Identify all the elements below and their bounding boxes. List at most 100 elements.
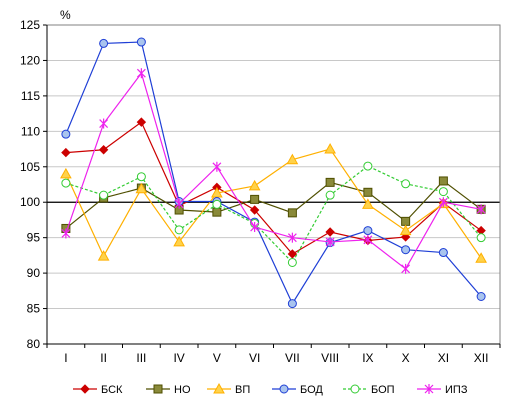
data-point [173, 235, 185, 247]
data-point [475, 252, 487, 263]
data-point [363, 187, 373, 197]
data-point [476, 233, 486, 243]
data-point [287, 208, 297, 218]
data-point [61, 228, 71, 239]
legend-label: ИПЗ [445, 384, 468, 396]
data-point [401, 245, 411, 255]
data-point [98, 145, 109, 155]
data-point [324, 143, 336, 154]
data-point [213, 382, 225, 394]
data-point [438, 187, 448, 197]
data-point [212, 199, 222, 209]
data-point [61, 129, 71, 139]
legend-item: ВП [207, 382, 250, 396]
x-tick-label: IV [173, 351, 184, 365]
y-tick-label: 95 [27, 231, 41, 245]
data-point [325, 190, 335, 200]
data-point [136, 68, 146, 79]
legend-item: НО [146, 384, 191, 396]
y-tick-label: 90 [27, 266, 41, 280]
data-point [350, 384, 360, 394]
series-5 [61, 161, 486, 267]
data-point [60, 167, 72, 179]
data-point [476, 204, 486, 215]
data-point [287, 249, 298, 259]
y-tick-label: 85 [27, 302, 41, 316]
data-point [287, 299, 297, 309]
data-point [363, 226, 373, 236]
data-point [153, 384, 163, 394]
legend-item: БСК [73, 384, 123, 396]
plot-area [46, 24, 501, 345]
legend-label: БОД [300, 384, 323, 396]
data-point [401, 216, 411, 226]
data-point [80, 384, 90, 394]
data-point [99, 118, 109, 129]
data-point [438, 248, 448, 258]
x-tick-label: I [64, 351, 67, 365]
legend-item: ИПЗ [417, 384, 468, 396]
y-tick-label: 115 [21, 89, 40, 103]
x-tick-label: XI [438, 351, 449, 365]
data-point [286, 153, 299, 165]
legend-label: БСК [101, 384, 123, 396]
legend-label: БОП [371, 384, 395, 396]
x-tick-label: VI [249, 351, 260, 365]
data-point [136, 37, 146, 47]
legend-item: БОД [272, 384, 323, 396]
data-point [248, 179, 261, 191]
data-point [438, 176, 448, 186]
data-point [97, 250, 110, 261]
y-tick-label: 120 [20, 53, 40, 67]
data-point [250, 194, 260, 204]
x-tick-label: III [136, 351, 146, 365]
data-point [363, 234, 373, 245]
data-point [174, 225, 184, 235]
data-point [212, 161, 222, 172]
data-point [287, 232, 297, 243]
series-4 [61, 37, 486, 309]
data-point [401, 263, 411, 274]
x-tick-label: V [213, 351, 221, 365]
data-point [135, 182, 148, 194]
series-line [65, 41, 482, 305]
data-point [438, 197, 448, 208]
data-point [99, 190, 109, 200]
data-point [325, 227, 335, 237]
data-point [399, 224, 412, 236]
data-point [279, 384, 289, 394]
x-tick-label: X [402, 351, 410, 365]
data-point [61, 147, 71, 158]
y-axis-unit-label: % [60, 8, 71, 22]
data-point [61, 178, 71, 188]
y-tick-label: 105 [20, 160, 40, 174]
data-point [212, 207, 222, 217]
data-point [476, 292, 486, 302]
data-point [174, 198, 184, 209]
data-point [325, 236, 335, 247]
series-2 [61, 176, 486, 233]
data-point [250, 222, 260, 233]
x-tick-label: II [100, 351, 107, 365]
x-tick-label: VII [285, 351, 300, 365]
series-line [65, 121, 482, 255]
y-tick-label: 110 [21, 124, 40, 138]
data-point [401, 179, 411, 189]
data-point [99, 38, 109, 48]
data-point [287, 257, 297, 267]
data-point [362, 198, 374, 209]
legend-label: НО [174, 384, 191, 396]
data-point [325, 177, 335, 187]
series-1 [61, 117, 486, 259]
x-tick-label: IX [362, 351, 373, 365]
series-3 [60, 143, 487, 263]
series-line [65, 71, 482, 270]
y-tick-label: 125 [20, 18, 40, 32]
x-tick-label: VIII [321, 351, 339, 365]
series-line [65, 180, 482, 229]
data-point [136, 117, 147, 127]
y-tick-label: 80 [27, 337, 41, 351]
data-point [424, 384, 434, 394]
